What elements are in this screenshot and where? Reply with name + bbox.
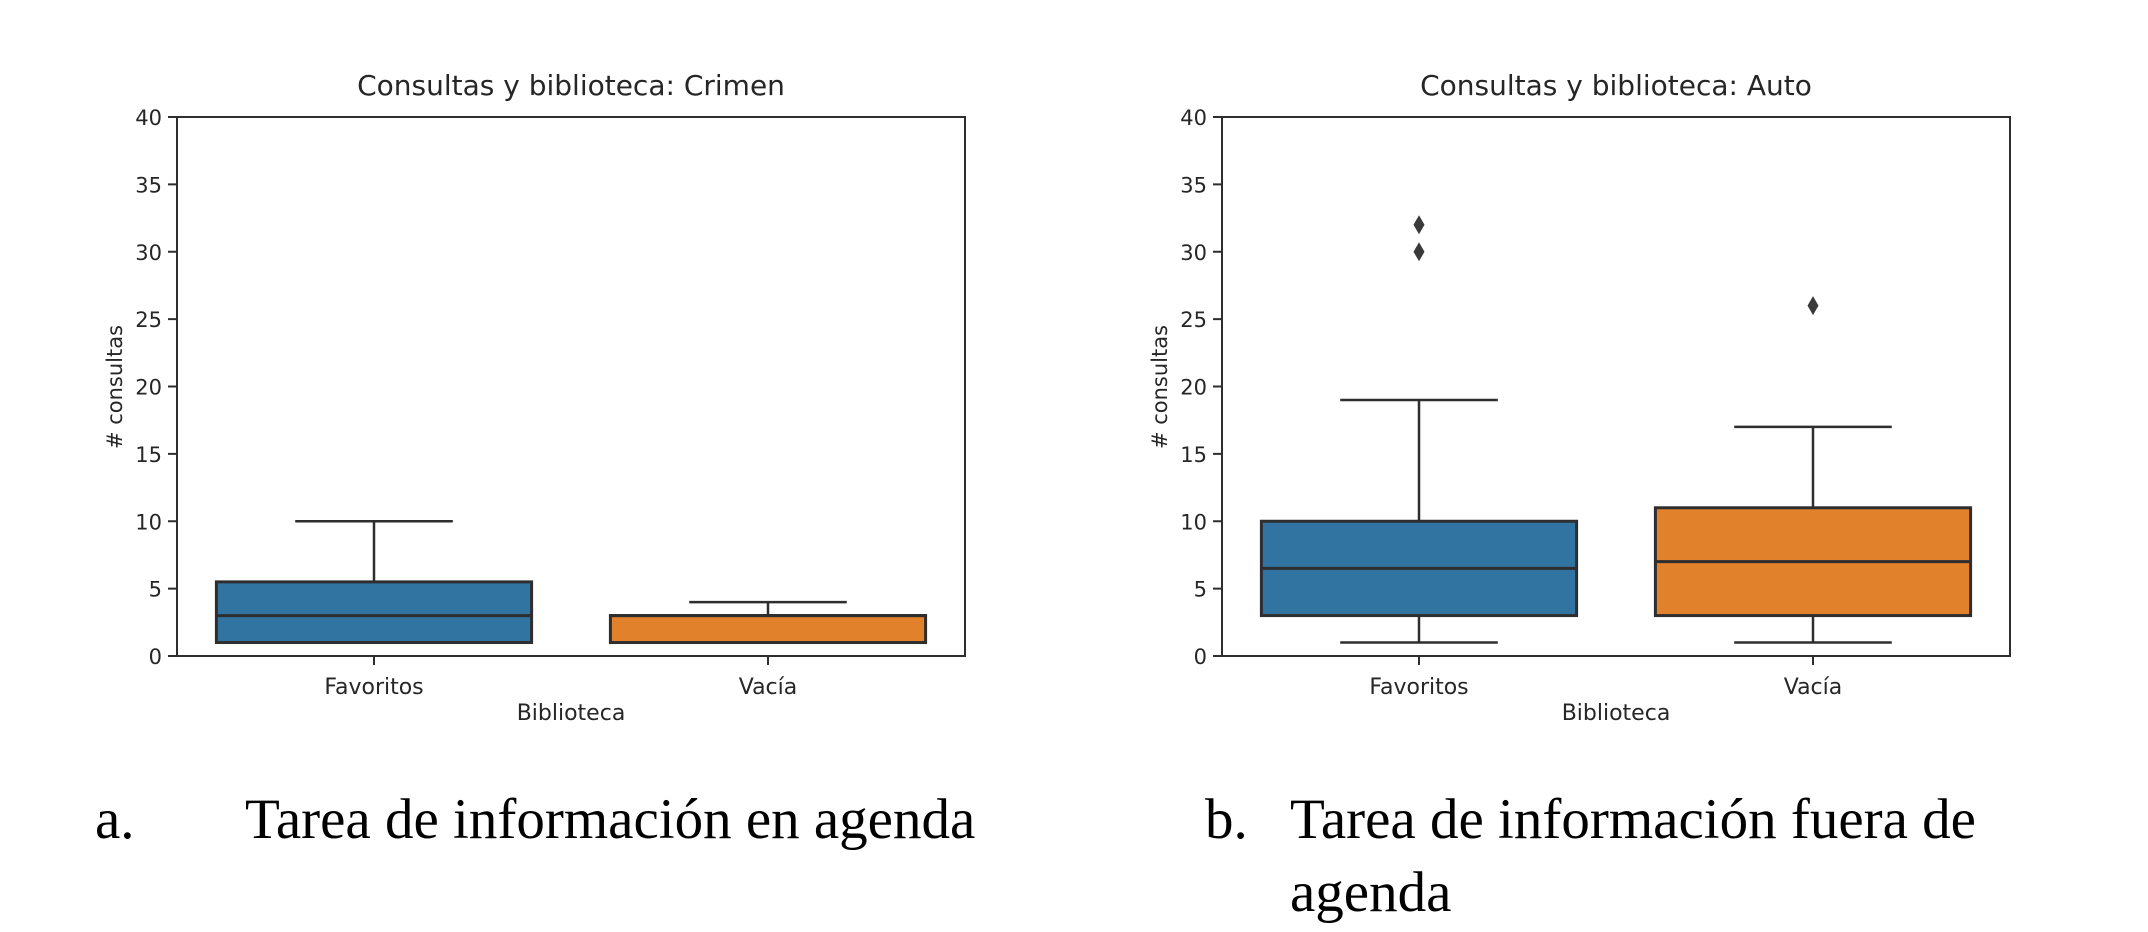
x-tick-label: Favoritos xyxy=(1369,675,1468,700)
y-tick-label: 35 xyxy=(135,173,162,197)
y-tick-label: 10 xyxy=(1180,510,1207,534)
y-tick-label: 0 xyxy=(149,645,162,669)
caption-a-text: Tarea de información en agenda xyxy=(245,788,976,851)
axes-frame xyxy=(176,116,966,657)
box-plot-svg: 0 5 10 15 20 25 30 35 40 Favoritos Vacía xyxy=(1180,106,2011,700)
axes-area: # consultas 0 5 10 15 20 25 30 35 40 Favoritos Vac… xyxy=(1148,106,2011,726)
caption-b: b. Tarea de información fuera de agenda xyxy=(1205,784,2090,930)
y-tick-label: 15 xyxy=(1180,443,1207,467)
y-tick-label: 0 xyxy=(1194,645,1207,669)
box-favoritos xyxy=(214,580,534,645)
y-tick-label: 20 xyxy=(135,376,162,400)
box-vacía xyxy=(608,614,928,645)
y-tick-label: 30 xyxy=(1180,241,1207,265)
x-tick-label: Favoritos xyxy=(324,675,423,700)
y-tick-label: 40 xyxy=(135,106,162,130)
y-tick-label: 20 xyxy=(1180,376,1207,400)
caption-a-label: a. xyxy=(95,788,135,851)
y-tick-label: 10 xyxy=(135,510,162,534)
chart-title: Consultas y biblioteca: Auto xyxy=(1420,69,1812,102)
y-tick-label: 25 xyxy=(135,308,162,332)
y-tick-label: 35 xyxy=(1180,173,1207,197)
caption-b-label: b. xyxy=(1205,788,1248,851)
x-axis-label: Biblioteca xyxy=(516,701,626,726)
chart-crimen: Consultas y biblioteca: Crimen # consult… xyxy=(60,55,1010,745)
y-tick-label: 40 xyxy=(1180,106,1207,130)
y-axis-label: # consultas xyxy=(103,324,127,449)
y-tick-label: 5 xyxy=(1194,578,1207,602)
outlier-point xyxy=(1807,296,1819,316)
x-axis-label: Biblioteca xyxy=(1561,701,1671,726)
caption-a: a. Tarea de información en agenda xyxy=(95,784,975,857)
axes-area: # consultas 0 5 10 15 20 25 30 35 40 Favoritos Vac… xyxy=(103,106,966,726)
x-tick-label: Vacía xyxy=(1784,675,1843,700)
y-tick-label: 15 xyxy=(135,443,162,467)
caption-b-text: Tarea de información fuera de agenda xyxy=(1290,788,1976,924)
box-plot-svg: 0 5 10 15 20 25 30 35 40 Favoritos Vacía xyxy=(135,106,966,700)
outlier-point xyxy=(1413,242,1425,262)
y-axis-label: # consultas xyxy=(1148,324,1172,449)
y-tick-label: 25 xyxy=(1180,308,1207,332)
outlier-point xyxy=(1413,215,1425,235)
chart-auto: Consultas y biblioteca: Auto # consultas… xyxy=(1105,55,2055,745)
y-tick-label: 30 xyxy=(135,241,162,265)
x-tick-label: Vacía xyxy=(739,675,798,700)
chart-title: Consultas y biblioteca: Crimen xyxy=(357,69,785,102)
y-tick-label: 5 xyxy=(149,578,162,602)
